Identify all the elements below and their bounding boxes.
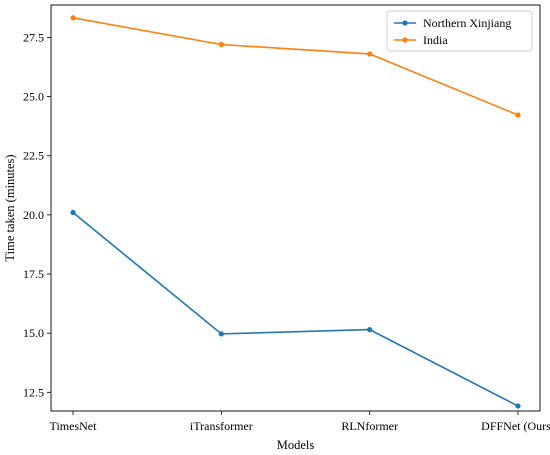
y-tick-label: 27.5	[23, 30, 44, 44]
y-tick-label: 22.5	[23, 149, 44, 163]
x-axis-label: Models	[277, 438, 315, 452]
data-point	[70, 209, 76, 216]
legend-label: India	[423, 33, 448, 47]
data-point	[367, 51, 373, 57]
y-axis: 12.5 15.0 17.5 20.0 22.5 25.0 27.5	[23, 30, 51, 399]
plot-frame	[50, 4, 541, 412]
legend-marker	[402, 20, 408, 26]
y-tick-label: 25.0	[23, 90, 44, 104]
legend-box	[386, 10, 533, 52]
data-point	[367, 327, 373, 333]
data-point	[515, 112, 521, 118]
y-axis-label: Time taken (minutes)	[3, 154, 17, 261]
data-point	[70, 15, 76, 21]
x-tick-label: iTransformer	[190, 419, 253, 433]
legend-label: Northern Xinjiang	[423, 16, 511, 30]
series-line	[72, 16, 519, 116]
x-axis: TimesNet iTransformer RLNformer DFFNet (Our…	[50, 411, 550, 433]
data-point	[218, 41, 224, 48]
series-line	[72, 211, 519, 407]
x-tick-label: TimesNet	[50, 419, 98, 433]
legend: Northern Xinjiang India	[386, 10, 533, 52]
y-tick-label: 20.0	[23, 208, 44, 222]
y-tick-label: 12.5	[23, 385, 44, 399]
x-tick-label: DFFNet (Ours)	[481, 419, 550, 433]
legend-marker	[402, 37, 408, 43]
plot-area	[70, 15, 521, 409]
x-tick-label: RLNformer	[341, 419, 398, 433]
data-point	[218, 331, 224, 337]
y-tick-label: 15.0	[23, 326, 44, 340]
data-point	[515, 403, 521, 409]
y-tick-label: 17.5	[23, 267, 44, 281]
